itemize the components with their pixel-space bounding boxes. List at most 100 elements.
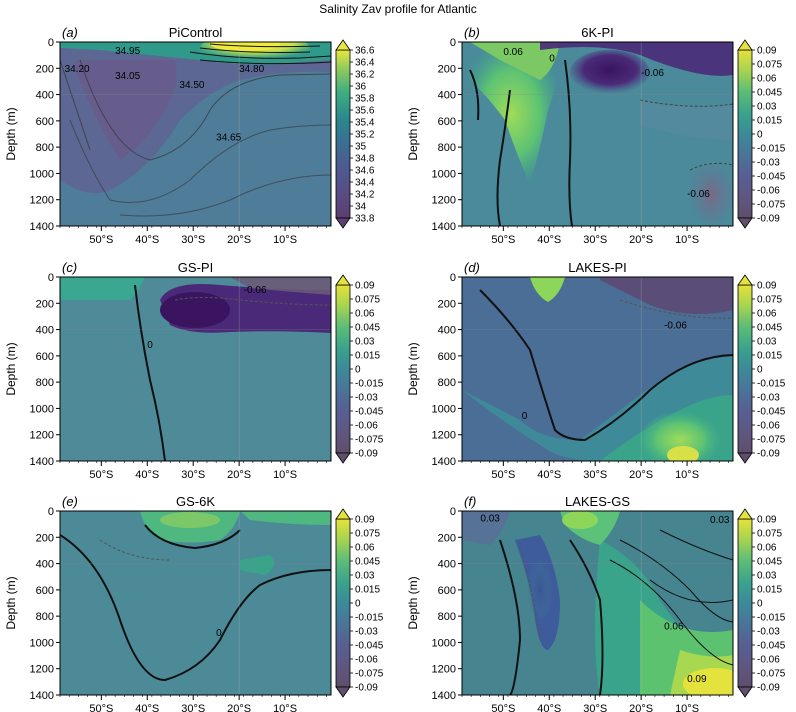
panel-b: 6K-PI (b) Depth (m) 0 200 400 600 800 1000 1200 14… (406, 25, 786, 246)
panel-e-colorbar-label: -0.03 (355, 627, 378, 638)
panel-d-colorbar-label: -0.09 (757, 449, 780, 460)
panel-a-colorbar-label: 36.6 (355, 46, 375, 57)
panel-e-colorbar-label: -0.075 (355, 669, 384, 680)
panel-b-xtick-label: 10°S (675, 234, 699, 246)
panel-c-colorbar-label: 0.045 (355, 323, 380, 334)
panel-f-contour-label: 0.03 (480, 514, 500, 525)
panel-f-contour-label: 0.03 (710, 515, 730, 526)
panel-e-colorbar-label: 0 (355, 599, 361, 610)
panel-d-colorbar-label: -0.075 (757, 435, 786, 446)
panel-f-ytick-label: 200 (438, 532, 456, 544)
panel-f-xtick-label: 10°S (675, 703, 699, 712)
panel-d-colorbar-label: -0.03 (757, 393, 780, 404)
panel-e-ytick-label: 400 (36, 559, 54, 571)
panel-a-colorbar (335, 49, 351, 219)
panel-f-colorbar-label: 0.015 (757, 585, 782, 596)
panel-b-ytick-label: 800 (438, 142, 456, 154)
panel-c-colorbar-label: 0.09 (355, 281, 375, 292)
panel-e-contour-label: 0 (216, 628, 222, 639)
panel-c-letter: (c) (62, 260, 77, 275)
panel-a-ytick-label: 600 (36, 116, 54, 128)
panel-b-colorbar-label: 0 (757, 130, 763, 141)
panel-d-colorbar-label: 0.03 (757, 337, 777, 348)
panel-d-xtick-label: 20°S (629, 469, 653, 481)
panel-a-colorbar-label: 34.6 (355, 166, 375, 177)
panel-b-ytick-label: 600 (438, 116, 456, 128)
panel-b-colorbar-max (737, 39, 753, 51)
panel-d-ytick-label: 1200 (432, 430, 456, 442)
panel-f-xtick-label: 20°S (629, 703, 653, 712)
panel-b-frame (461, 41, 734, 227)
panel-e-colorbar-label: 0.075 (355, 529, 380, 540)
panel-a-colorbar-min (335, 217, 351, 229)
panel-c-ytick-label: 0 (48, 272, 54, 284)
panel-a-ytick-label: 400 (36, 90, 54, 102)
panel-d-colorbar-label: 0.045 (757, 323, 782, 334)
panel-e-ytick-label: 600 (36, 585, 54, 597)
panel-a-colorbar-label: 35.6 (355, 106, 375, 117)
panel-f-xtick-label: 30°S (583, 703, 607, 712)
panel-d-colorbar-label: 0 (757, 365, 763, 376)
panel-b-colorbar-label: -0.09 (757, 214, 780, 225)
panel-e-xtick-label: 20°S (227, 703, 251, 712)
panel-b-ytick-label: 0 (450, 37, 456, 49)
panel-e-frame (59, 510, 332, 696)
panel-c-ytick-label: 1000 (30, 403, 54, 415)
panel-a-contour-label: 34.20 (65, 64, 90, 75)
panel-b-field (462, 42, 733, 226)
panel-d-ytick-label: 800 (438, 377, 456, 389)
panel-c: GS-PI (c) Depth (m) 0 200 400 600 800 1000 1200 14… (4, 260, 384, 481)
panel-f-contour-label: 0.09 (687, 674, 707, 685)
panel-c-colorbar-label: -0.045 (355, 407, 384, 418)
panel-e-colorbar-label: 0.015 (355, 585, 380, 596)
panel-a-colorbar-label: 36.2 (355, 70, 375, 81)
panel-f-colorbar-label: -0.015 (757, 613, 786, 624)
panel-d: LAKES-PI (d) Depth (m) 0 200 400 600 800 1000 120… (406, 260, 786, 481)
panel-b-contour-label: -0.06 (687, 189, 710, 200)
panel-b-colorbar-label: 0.03 (757, 102, 777, 113)
panel-a-colorbar-label: 34 (355, 202, 367, 213)
panel-e-colorbar-label: -0.09 (355, 683, 378, 694)
panel-b-colorbar-label: 0.075 (757, 60, 782, 71)
panel-e-colorbar-label: -0.015 (355, 613, 384, 624)
panel-b-colorbar-label: 0.09 (757, 46, 777, 57)
panel-c-colorbar-label: 0 (355, 365, 361, 376)
panel-d-colorbar-label: 0.015 (757, 351, 782, 362)
panel-a-ytick-label: 800 (36, 142, 54, 154)
panel-a-ytick-label: 1000 (30, 168, 54, 180)
panel-e-colorbar-min (335, 686, 351, 698)
panel-c-xtick-label: 40°S (135, 469, 159, 481)
panel-a-colorbar-label: 35 (355, 142, 367, 153)
panel-a: PiControl (a) Depth (m) 0 200 400 600 800 1000 12… (4, 25, 375, 246)
panel-f-colorbar-max (737, 508, 753, 520)
panel-b-colorbar (737, 49, 753, 219)
panel-f-colorbar-label: 0 (757, 599, 763, 610)
panel-a-letter: (a) (62, 25, 78, 40)
panel-b-ytick-label: 1400 (432, 221, 456, 233)
panel-b-title: 6K-PI (581, 25, 614, 40)
panel-e-colorbar-label: 0.03 (355, 571, 375, 582)
panel-a-contour-label: 34.65 (216, 133, 241, 144)
panel-b-colorbar-label: -0.06 (757, 186, 780, 197)
panel-d-colorbar-label: -0.045 (757, 407, 786, 418)
panel-d-xtick-label: 40°S (537, 469, 561, 481)
panel-b-colorbar-label: -0.075 (757, 200, 786, 211)
panel-d-ytick-label: 1400 (432, 456, 456, 468)
panel-e-ytick-label: 200 (36, 532, 54, 544)
panel-c-contour-label: 0 (147, 340, 153, 351)
panel-c-colorbar-label: 0.03 (355, 337, 375, 348)
panel-f-colorbar-label: -0.03 (757, 627, 780, 638)
panel-b-letter: (b) (464, 25, 480, 40)
panel-f-colorbar-label: -0.045 (757, 641, 786, 652)
figure-title: Salinity Zav profile for Atlantic (319, 2, 476, 16)
panel-c-ytick-label: 600 (36, 351, 54, 363)
panel-b-ylabel: Depth (m) (406, 107, 420, 160)
panel-a-colorbar-label: 33.8 (355, 214, 375, 225)
panel-c-contour-label: -0.06 (244, 285, 267, 296)
panel-a-contour-label: 34.50 (179, 80, 204, 91)
panel-f-ytick-label: 1000 (432, 637, 456, 649)
panel-b-contour-label: 0.06 (503, 47, 523, 58)
panel-e-colorbar-label: 0.045 (355, 557, 380, 568)
panel-d-contour-label: 0 (522, 411, 528, 422)
panel-a-ylabel: Depth (m) (4, 107, 18, 160)
